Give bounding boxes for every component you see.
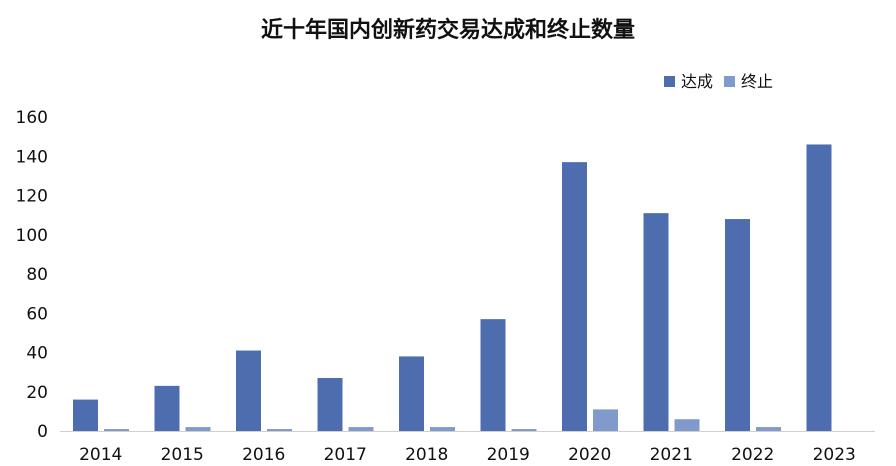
bars [73,144,832,431]
y-tick-label: 20 [26,383,48,403]
y-tick-label: 0 [37,422,48,442]
x-tick-label: 2015 [161,445,204,465]
legend: 达成 终止 [664,72,773,91]
bar-achieved-2022 [725,219,750,431]
y-axis: 0 20 40 60 80 100 120 140 160 [16,108,48,442]
x-tick-label: 2018 [405,445,448,465]
bar-achieved-2023 [806,144,832,431]
bar-achieved-2020 [562,162,587,431]
bar-achieved-2021 [643,213,669,431]
bar-achieved-2016 [236,350,261,431]
chart-title: 近十年国内创新药交易达成和终止数量 [261,17,635,43]
x-tick-label: 2020 [568,445,611,465]
bar-achieved-2019 [480,319,506,431]
y-tick-label: 120 [16,187,48,207]
x-tick-label: 2023 [813,445,856,465]
x-tick-label: 2019 [487,445,530,465]
y-tick-label: 100 [16,226,48,246]
bar-achieved-2014 [73,399,98,431]
bar-terminated-2018 [430,427,455,431]
x-tick-label: 2016 [242,445,285,465]
x-tick-label: 2014 [79,445,122,465]
y-tick-label: 140 [16,147,48,167]
legend-swatch-terminated [724,76,735,87]
bar-achieved-2015 [154,385,180,431]
y-tick-label: 80 [26,265,48,285]
x-tick-label: 2017 [324,445,367,465]
x-axis: 2014 2015 2016 2017 2018 2019 2020 2021 2022 2023 [79,445,856,465]
x-tick-label: 2022 [731,445,774,465]
bar-terminated-2015 [185,427,211,431]
y-tick-label: 40 [26,344,48,364]
y-tick-label: 160 [16,108,48,128]
bar-terminated-2020 [593,409,618,431]
bar-terminated-2019 [511,429,537,431]
x-tick-label: 2021 [650,445,693,465]
legend-swatch-achieved [664,76,675,87]
bar-achieved-2017 [317,378,343,431]
bar-terminated-2022 [756,427,781,431]
legend-label-achieved: 达成 [681,72,713,91]
bar-terminated-2021 [674,419,700,431]
y-tick-label: 60 [26,304,48,324]
legend-label-terminated: 终止 [741,72,773,91]
bar-terminated-2014 [104,429,129,431]
bar-achieved-2018 [399,356,424,431]
bar-terminated-2017 [348,427,374,431]
bar-terminated-2016 [267,429,292,431]
